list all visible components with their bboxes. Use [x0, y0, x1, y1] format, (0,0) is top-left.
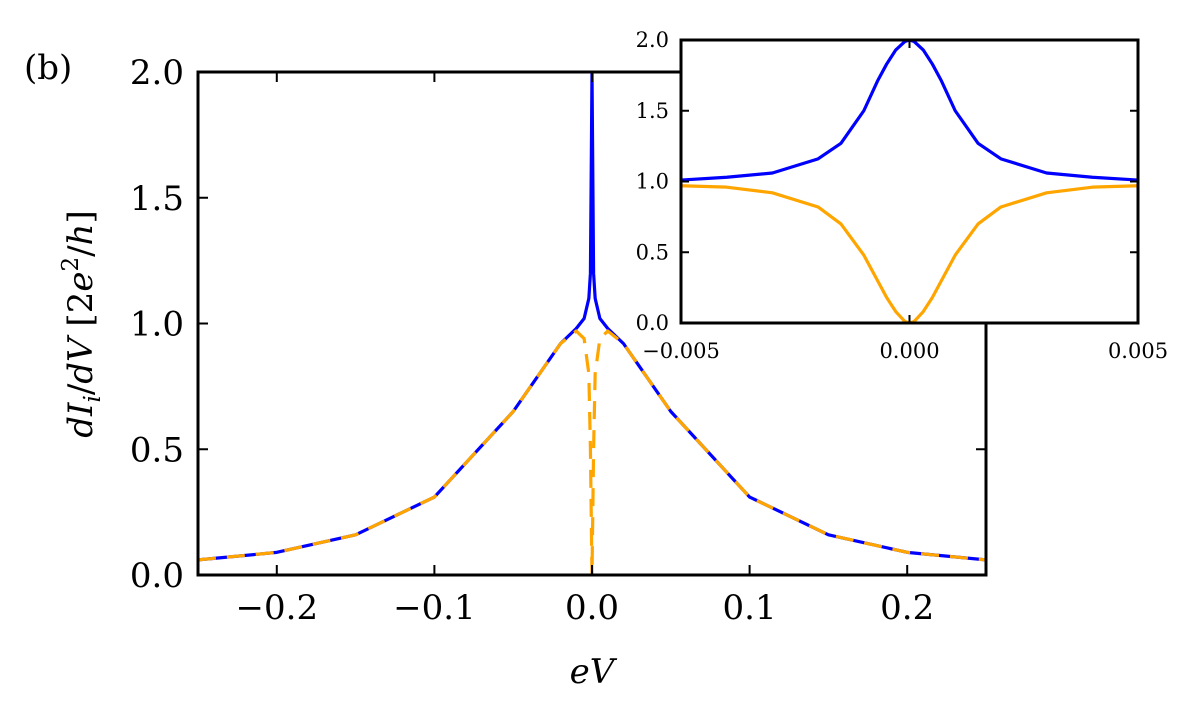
main-ticks-layer: −0.2 −0.1 0.0 0.1 0.2 0.0 0.5 1.0 1.5 2.0: [130, 53, 986, 628]
main-ytick-label: 1.0: [130, 305, 184, 345]
inset-ticks-layer: −0.005 0.000 0.005 0.0 0.5 1.0 1.5 2.0: [636, 28, 1168, 363]
inset-xtick-label: −0.005: [642, 339, 720, 363]
main-ytick-label: 0.0: [130, 556, 184, 596]
inset-xtick-label: 0.000: [879, 339, 939, 363]
main-series-layer: [198, 72, 986, 575]
main-xtick-label: −0.1: [393, 588, 476, 628]
main-xtick-label: 0.1: [723, 588, 777, 628]
inset-series-layer: [681, 40, 1138, 323]
figure-label: (b): [24, 48, 72, 88]
inset-background: [681, 40, 1138, 323]
inset-series-1-line: [681, 184, 1138, 323]
inset-series-0-line: [681, 40, 1138, 182]
inset-ytick-label: 0.5: [636, 240, 669, 264]
svg-text:dIi/dV [2e2/h]: dIi/dV [2e2/h]: [58, 210, 106, 437]
inset-ytick-label: 2.0: [636, 28, 669, 52]
main-xtick-label: 0.2: [880, 588, 934, 628]
inset-ytick-label: 1.0: [636, 170, 669, 194]
main-ytick-label: 0.5: [130, 430, 184, 470]
main-series-1-line: [198, 329, 986, 575]
inset-axes-frame: [679, 38, 1140, 325]
main-xtick-label: 0.0: [565, 588, 619, 628]
inset-ytick-label: 1.5: [636, 99, 669, 123]
main-ytick-label: 1.5: [130, 179, 184, 219]
inset-xtick-label: 0.005: [1108, 339, 1168, 363]
inset-ytick-label: 0.0: [636, 311, 669, 335]
main-ytick-label: 2.0: [130, 53, 184, 93]
inset-plot: −0.005 0.000 0.005 0.0 0.5 1.0 1.5 2.0: [636, 28, 1168, 363]
main-xlabel: eV: [570, 652, 618, 692]
main-ylabel: dIi/dV [2e2/h]: [58, 210, 106, 437]
main-plot: −0.2 −0.1 0.0 0.1 0.2 0.0 0.5 1.0 1.5 2.0 dIi/dV …: [58, 53, 988, 692]
main-xtick-label: −0.2: [236, 588, 319, 628]
